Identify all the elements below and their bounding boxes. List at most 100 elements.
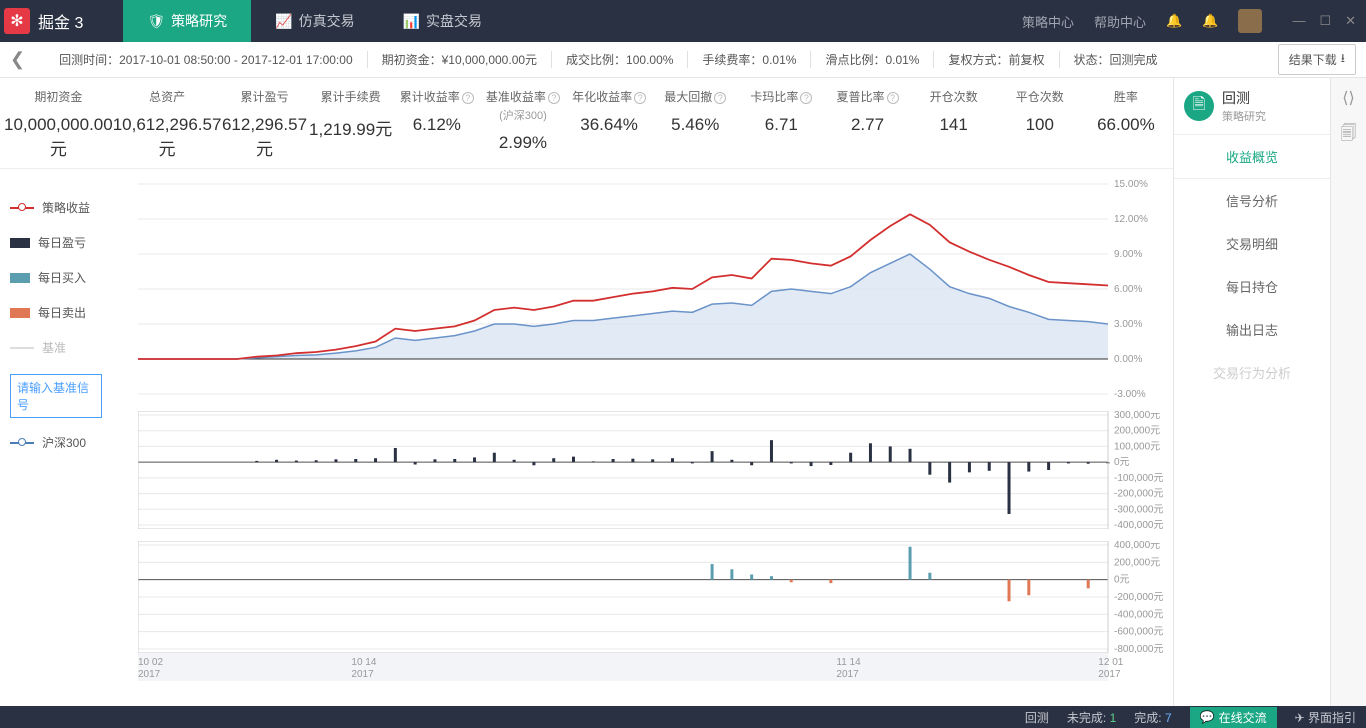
status-pending: 未完成: 1 [1067, 709, 1116, 726]
metric-2: 累计盈亏612,296.57元 [221, 88, 307, 160]
sidebar-tab-0[interactable]: 收益概览 [1174, 135, 1330, 179]
nav-tab-sim[interactable]: 📈仿真交易 [251, 0, 378, 42]
x-axis: 10 02201710 14201711 14201712 012017 [138, 653, 1173, 685]
far-right-toolbar: ⟨⟩ 🗐 [1330, 78, 1366, 706]
sidebar-tab-1[interactable]: 信号分析 [1174, 179, 1330, 222]
metric-1: 总资产10,612,296.57元 [113, 88, 222, 160]
legend-label: 沪深300 [42, 434, 86, 451]
svg-text:10 02: 10 02 [138, 657, 163, 668]
close-icon[interactable]: ✕ [1345, 13, 1356, 29]
sidebar-tab-3[interactable]: 每日持仓 [1174, 265, 1330, 308]
legend-baseline[interactable]: 基准 [10, 339, 138, 356]
nav-tab-strategy[interactable]: 🛡 策略研究 [123, 0, 251, 42]
svg-text:-300,000元: -300,000元 [1114, 504, 1163, 515]
nav-tab-live[interactable]: 📊 实盘交易 [379, 0, 506, 42]
nav-tabs: 🛡 策略研究 📈仿真交易 📊 实盘交易 [123, 0, 506, 42]
sidebar-tab-4[interactable]: 输出日志 [1174, 308, 1330, 351]
sidebar-right: 🗎 回测 策略研究 收益概览信号分析交易明细每日持仓输出日志交易行为分析 [1173, 78, 1330, 706]
chart-icon: 📈 [275, 13, 292, 30]
svg-text:6.00%: 6.00% [1114, 284, 1142, 295]
avatar[interactable] [1238, 9, 1262, 33]
legend-daily-buy[interactable]: 每日买入 [10, 269, 138, 286]
chat-button[interactable]: 💬 在线交流 [1190, 707, 1277, 728]
sidebar-title: 回测 [1222, 88, 1266, 108]
svg-text:-3.00%: -3.00% [1114, 389, 1146, 399]
help-center-link[interactable]: 帮助中心 [1094, 12, 1146, 31]
nav-tab-label: 策略研究 [171, 11, 227, 31]
svg-text:3.00%: 3.00% [1114, 319, 1142, 330]
statusbar: 回测 未完成: 1 完成: 7 💬 在线交流 ✈ 界面指引 [0, 706, 1366, 728]
sidebar-tab-2[interactable]: 交易明细 [1174, 222, 1330, 265]
minimize-icon[interactable]: — [1292, 13, 1305, 29]
info-initial: 期初资金：¥10,000,000.00元 [368, 51, 552, 68]
main-chart: 15.00%12.00%9.00%6.00%3.00%0.00%-3.00% [138, 179, 1173, 399]
download-label: 结果下载 [1289, 51, 1337, 68]
download-button[interactable]: 结果下载⭳ [1278, 44, 1356, 75]
svg-text:-400,000元: -400,000元 [1114, 520, 1163, 529]
nav-tab-label: 实盘交易 [426, 11, 482, 31]
svg-text:-100,000元: -100,000元 [1114, 473, 1163, 484]
bell-outline-icon[interactable]: 🔔 [1202, 13, 1218, 29]
svg-text:-200,000元: -200,000元 [1114, 489, 1163, 500]
legend-swatch-dark [10, 238, 30, 248]
svg-text:11 14: 11 14 [836, 657, 861, 668]
legend-swatch-line-blue [10, 442, 34, 444]
svg-text:-800,000元: -800,000元 [1114, 644, 1163, 653]
legend-label: 每日盈亏 [38, 234, 86, 251]
info-time: 回测时间：2017-10-01 08:50:00 - 2017-12-01 17… [45, 51, 368, 68]
sidebar-tab-5: 交易行为分析 [1174, 351, 1330, 394]
svg-text:12 01: 12 01 [1098, 657, 1123, 668]
legend-daily-sell[interactable]: 每日卖出 [10, 304, 138, 321]
svg-text:2017: 2017 [836, 669, 859, 680]
svg-text:10 14: 10 14 [351, 657, 376, 668]
svg-text:0元: 0元 [1114, 457, 1130, 468]
svg-text:15.00%: 15.00% [1114, 179, 1148, 190]
svg-text:-400,000元: -400,000元 [1114, 609, 1163, 620]
maximize-icon[interactable]: ☐ [1319, 13, 1331, 29]
metric-12: 胜率66.00% [1083, 88, 1169, 160]
legend-daily-pl[interactable]: 每日盈亏 [10, 234, 138, 251]
sidebar-subtitle: 策略研究 [1222, 108, 1266, 124]
info-slip: 滑点比例：0.01% [811, 51, 934, 68]
legend-strategy[interactable]: 策略收益 [10, 199, 138, 216]
svg-text:9.00%: 9.00% [1114, 249, 1142, 260]
svg-text:-600,000元: -600,000元 [1114, 627, 1163, 638]
legend-hs300[interactable]: 沪深300 [10, 434, 138, 451]
metric-11: 平仓次数100 [997, 88, 1083, 160]
app-logo: ✻ [4, 8, 30, 34]
info-status: 状态：回测完成 [1060, 51, 1172, 68]
trade-chart: 400,000元200,000元0元-200,000元-400,000元-600… [138, 541, 1173, 653]
svg-text:2017: 2017 [138, 669, 161, 680]
metric-4: 累计收益率?6.12% [394, 88, 480, 160]
bars-icon: 📊 [403, 13, 420, 30]
baseline-input[interactable]: 请输入基准信号 [10, 374, 102, 418]
metrics-row: 期初资金10,000,000.00元总资产10,612,296.57元累计盈亏6… [0, 78, 1173, 169]
legend-swatch-gray [10, 347, 34, 349]
back-arrow-icon[interactable]: ❮ [10, 49, 25, 70]
bell-icon[interactable]: 🔔 [1166, 13, 1182, 29]
svg-text:200,000元: 200,000元 [1114, 426, 1160, 437]
titlebar: ✻ 掘金 3 🛡策略研究 📈仿真交易 📊实盘交易 策略中心 帮助中心 🔔 🔔 —… [0, 0, 1366, 42]
pl-chart: 300,000元200,000元100,000元0元-100,000元-200,… [138, 411, 1173, 529]
svg-text:400,000元: 400,000元 [1114, 541, 1160, 551]
metric-8: 卡玛比率?6.71 [738, 88, 824, 160]
download-icon: ⭳ [1341, 49, 1345, 70]
note-icon[interactable]: 🗐 [1341, 122, 1357, 149]
backtest-icon: 🗎 [1184, 91, 1214, 121]
sidebar-tabs: 收益概览信号分析交易明细每日持仓输出日志交易行为分析 [1174, 135, 1330, 394]
info-deal: 成交比例：100.00% [552, 51, 688, 68]
svg-text:-200,000元: -200,000元 [1114, 592, 1163, 603]
window-controls: — ☐ ✕ [1292, 13, 1356, 29]
code-icon[interactable]: ⟨⟩ [1342, 88, 1354, 108]
guide-button[interactable]: ✈ 界面指引 [1295, 709, 1356, 726]
svg-text:12.00%: 12.00% [1114, 214, 1148, 225]
shield-icon: 🛡 [147, 13, 165, 30]
legend-label: 基准 [42, 339, 66, 356]
svg-text:2017: 2017 [1098, 669, 1121, 680]
charts-area: 15.00%12.00%9.00%6.00%3.00%0.00%-3.00% 3… [138, 179, 1173, 706]
svg-text:0元: 0元 [1114, 575, 1130, 586]
titlebar-right: 策略中心 帮助中心 🔔 🔔 — ☐ ✕ [1022, 9, 1366, 33]
svg-text:300,000元: 300,000元 [1114, 411, 1160, 421]
strategy-center-link[interactable]: 策略中心 [1022, 12, 1074, 31]
info-fee: 手续费率：0.01% [688, 51, 811, 68]
